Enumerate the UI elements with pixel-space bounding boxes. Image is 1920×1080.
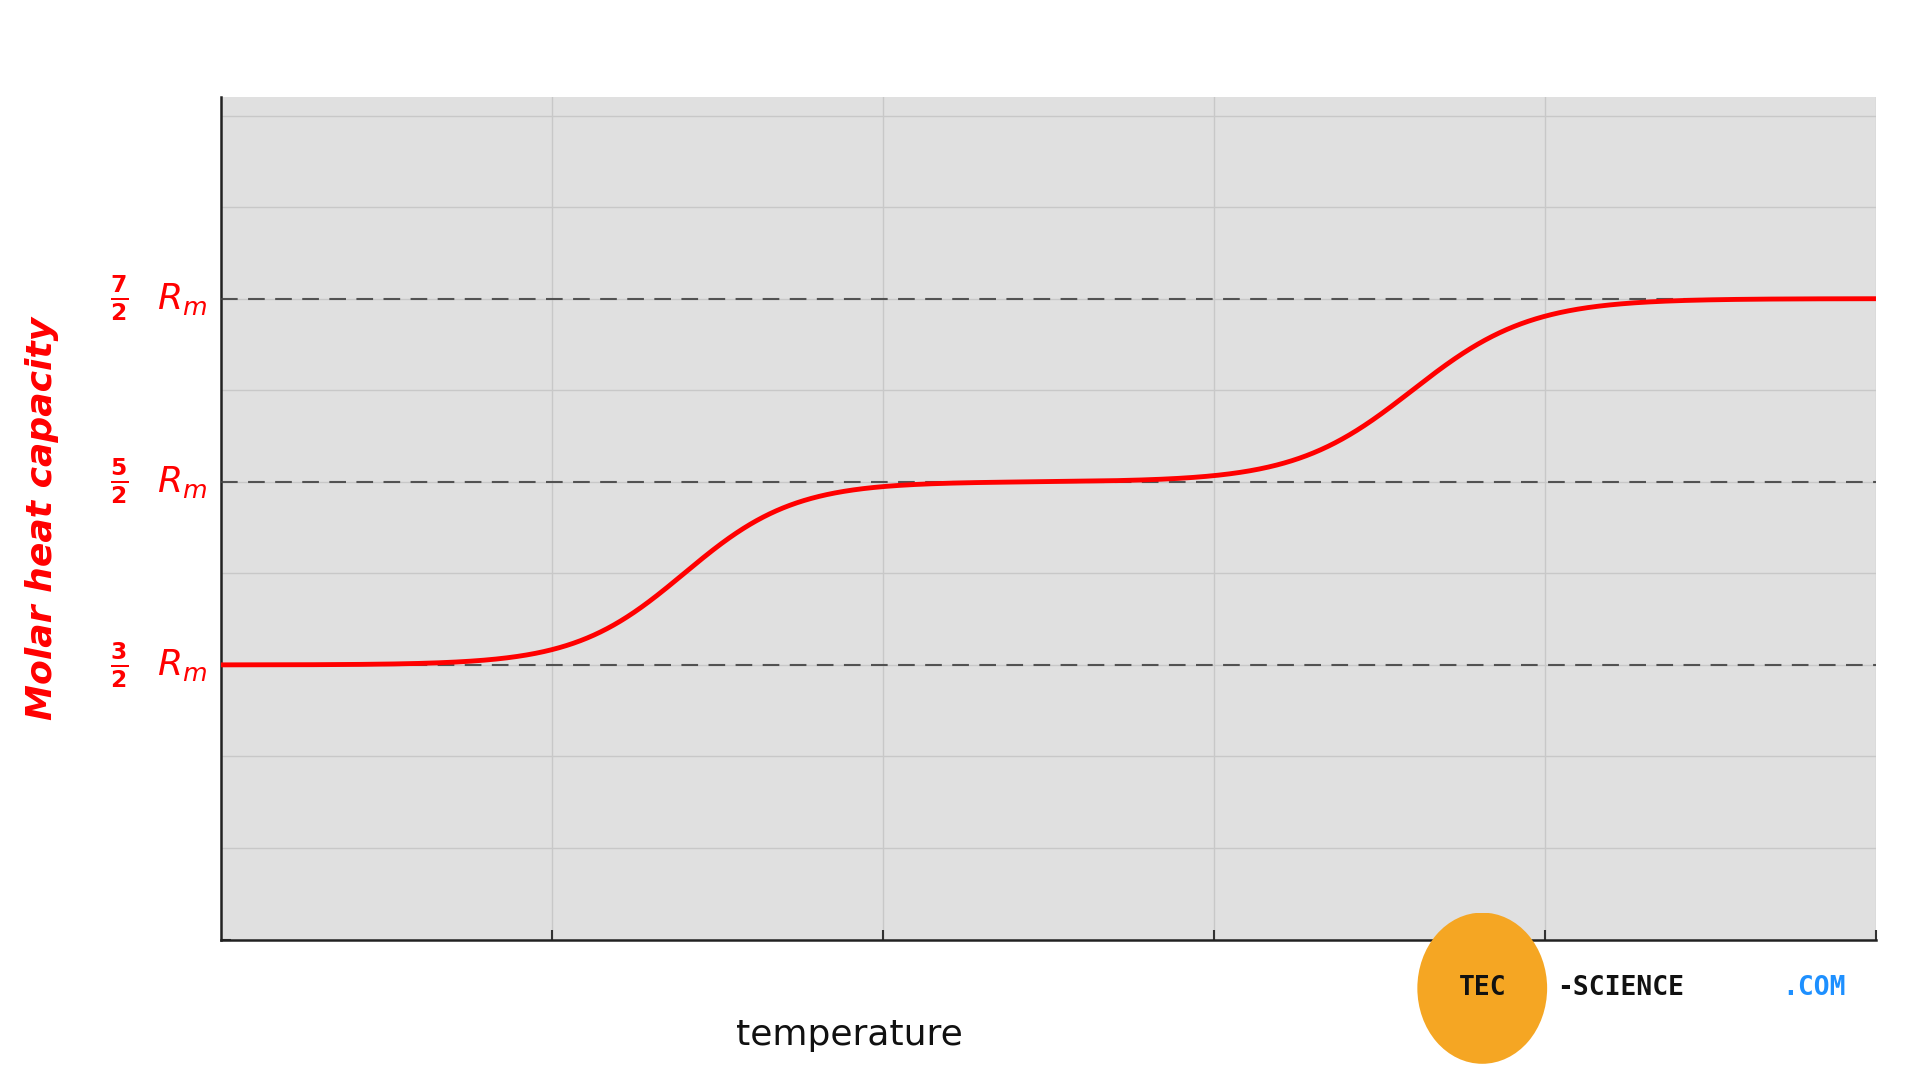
Text: $\mathbf{\frac{7}{2}}$: $\mathbf{\frac{7}{2}}$ (109, 274, 129, 323)
Text: temperature: temperature (737, 1017, 964, 1052)
Text: .COM: .COM (1782, 975, 1845, 1001)
Text: TEC: TEC (1459, 975, 1505, 1001)
Text: $\mathit{R_m}$: $\mathit{R_m}$ (157, 463, 207, 500)
Ellipse shape (1417, 913, 1548, 1064)
Text: $\mathbf{\frac{3}{2}}$: $\mathbf{\frac{3}{2}}$ (109, 640, 129, 690)
Text: Molar heat capacity: Molar heat capacity (25, 316, 60, 720)
Text: -SCIENCE: -SCIENCE (1557, 975, 1684, 1001)
Text: $\mathit{R_m}$: $\mathit{R_m}$ (157, 281, 207, 316)
Text: $\mathit{R_m}$: $\mathit{R_m}$ (157, 647, 207, 683)
Text: $\mathbf{\frac{5}{2}}$: $\mathbf{\frac{5}{2}}$ (109, 457, 129, 507)
